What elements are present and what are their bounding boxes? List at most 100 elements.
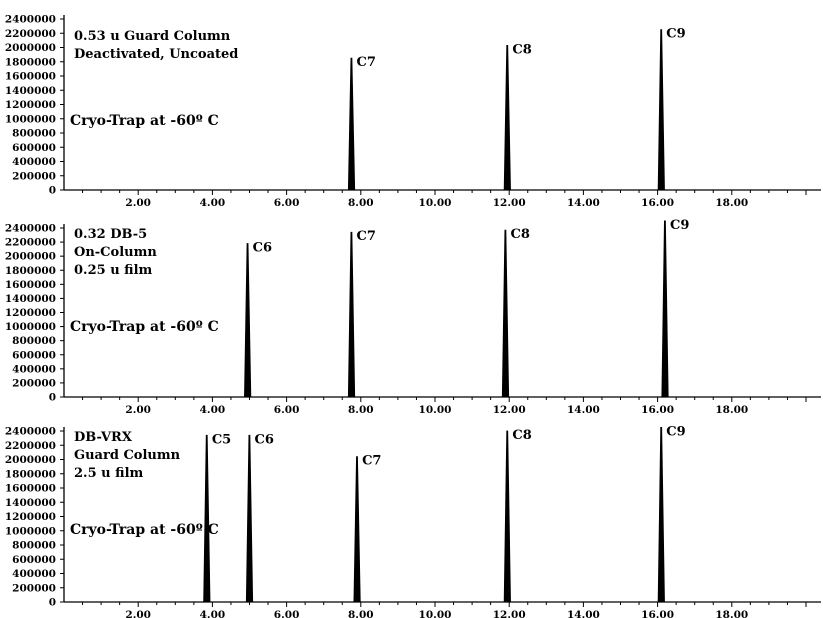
y-tick-label: 1600000 <box>5 483 56 495</box>
peak-c8 <box>503 430 511 603</box>
x-tick-label: 4.00 <box>200 609 226 618</box>
y-tick-label: 1400000 <box>5 497 56 509</box>
cryo-trap-note: Cryo-Trap at -60º C <box>70 522 219 538</box>
x-tick-label: 14.00 <box>567 197 600 209</box>
y-tick-label: 1800000 <box>5 468 56 480</box>
peak-label: C6 <box>253 240 272 255</box>
peak-label: C8 <box>512 42 531 57</box>
y-tick-label: 800000 <box>12 128 56 140</box>
peak-label: C7 <box>357 55 376 70</box>
y-tick-label: 0 <box>49 392 56 404</box>
y-tick-label: 600000 <box>12 142 56 154</box>
cryo-trap-note: Cryo-Trap at -60º C <box>70 319 219 335</box>
y-tick-label: 800000 <box>12 540 56 552</box>
x-tick-label: 16.00 <box>641 197 674 209</box>
y-tick-label: 1000000 <box>5 525 56 537</box>
column-annotation: 0.25 u film <box>74 263 153 278</box>
x-tick-label: 18.00 <box>715 609 748 618</box>
x-tick-label: 4.00 <box>200 197 226 209</box>
peak-c9 <box>661 220 669 398</box>
x-tick-label: 6.00 <box>274 404 300 416</box>
chromatogram-panel-2: 0 200000 400000 600000 800000 1000000 1200000 1… <box>5 218 821 416</box>
x-tick-label: 16.00 <box>641 404 674 416</box>
peak-c6 <box>244 243 252 398</box>
x-tick-label: 8.00 <box>348 404 374 416</box>
x-tick-label: 8.00 <box>348 609 374 618</box>
column-annotation: On-Column <box>74 245 157 260</box>
y-tick-label: 200000 <box>12 377 56 389</box>
peak-c8 <box>501 229 510 398</box>
column-annotation: 2.5 u film <box>74 466 144 481</box>
cryo-trap-note: Cryo-Trap at -60º C <box>70 113 219 129</box>
y-tick-label: 2200000 <box>5 237 56 249</box>
y-tick-label: 2200000 <box>5 440 56 452</box>
peak-label: C9 <box>666 424 685 439</box>
y-tick-label: 1400000 <box>5 293 56 305</box>
x-tick-label: 4.00 <box>200 404 226 416</box>
y-tick-label: 2000000 <box>5 454 56 466</box>
y-tick-label: 1000000 <box>5 113 56 125</box>
y-tick-label: 600000 <box>12 554 56 566</box>
y-tick-label: 400000 <box>12 568 56 580</box>
x-tick-label: 2.00 <box>125 197 151 209</box>
x-tick-label: 18.00 <box>715 197 748 209</box>
peak-c6 <box>245 434 254 603</box>
x-tick-label: 6.00 <box>274 609 300 618</box>
x-tick-label: 16.00 <box>641 609 674 618</box>
y-tick-label: 1400000 <box>5 85 56 97</box>
x-tick-label: 14.00 <box>567 404 600 416</box>
chromatogram-panel-1: 0 200000 400000 600000 800000 1000000 1200000 1… <box>5 14 821 209</box>
peak-c8 <box>503 44 511 191</box>
peak-c7 <box>347 57 356 191</box>
x-tick-label: 6.00 <box>274 197 300 209</box>
column-annotation: 0.53 u Guard Column <box>74 29 231 44</box>
y-tick-label: 1800000 <box>5 56 56 68</box>
y-tick-label: 2000000 <box>5 251 56 263</box>
y-tick-label: 1200000 <box>5 511 56 523</box>
column-annotation: 0.32 DB-5 <box>74 227 147 242</box>
column-annotation: Guard Column <box>74 448 181 463</box>
y-tick-label: 200000 <box>12 170 56 182</box>
chromatogram-panel-3: 0 200000 400000 600000 800000 1000000 1200000 1… <box>5 424 821 618</box>
peak-c9 <box>657 29 665 191</box>
x-tick-label: 8.00 <box>348 197 374 209</box>
peak-label: C7 <box>362 454 381 469</box>
y-tick-label: 1600000 <box>5 279 56 291</box>
x-tick-label: 12.00 <box>493 609 526 618</box>
y-tick-label: 2400000 <box>5 223 56 235</box>
y-tick-label: 1200000 <box>5 307 56 319</box>
y-tick-label: 2200000 <box>5 28 56 40</box>
peak-label: C8 <box>512 428 531 443</box>
x-tick-label: 2.00 <box>125 609 151 618</box>
x-tick-label: 10.00 <box>419 197 452 209</box>
peak-c9 <box>657 427 665 603</box>
x-tick-label: 14.00 <box>567 609 600 618</box>
x-tick-label: 18.00 <box>715 404 748 416</box>
x-tick-label: 10.00 <box>419 609 452 618</box>
y-tick-label: 200000 <box>12 582 56 594</box>
peak-label: C7 <box>357 229 376 244</box>
peak-c5 <box>203 434 211 603</box>
y-tick-label: 1000000 <box>5 321 56 333</box>
x-tick-label: 2.00 <box>125 404 151 416</box>
x-tick-label: 10.00 <box>419 404 452 416</box>
y-tick-label: 2400000 <box>5 426 56 438</box>
y-tick-label: 2400000 <box>5 14 56 26</box>
y-tick-label: 1600000 <box>5 71 56 83</box>
peak-c7 <box>353 456 361 603</box>
y-tick-label: 800000 <box>12 335 56 347</box>
y-tick-label: 400000 <box>12 156 56 168</box>
y-tick-label: 1200000 <box>5 99 56 111</box>
x-tick-label: 12.00 <box>493 404 526 416</box>
y-tick-label: 0 <box>49 185 56 197</box>
y-tick-label: 2000000 <box>5 42 56 54</box>
peak-label: C5 <box>212 432 231 447</box>
peak-label: C9 <box>666 27 685 42</box>
y-tick-label: 1800000 <box>5 265 56 277</box>
peak-label: C9 <box>670 218 689 233</box>
peak-label: C8 <box>510 227 529 242</box>
peak-c7 <box>347 231 356 398</box>
y-tick-label: 0 <box>49 597 56 609</box>
column-annotation: DB-VRX <box>74 430 133 445</box>
